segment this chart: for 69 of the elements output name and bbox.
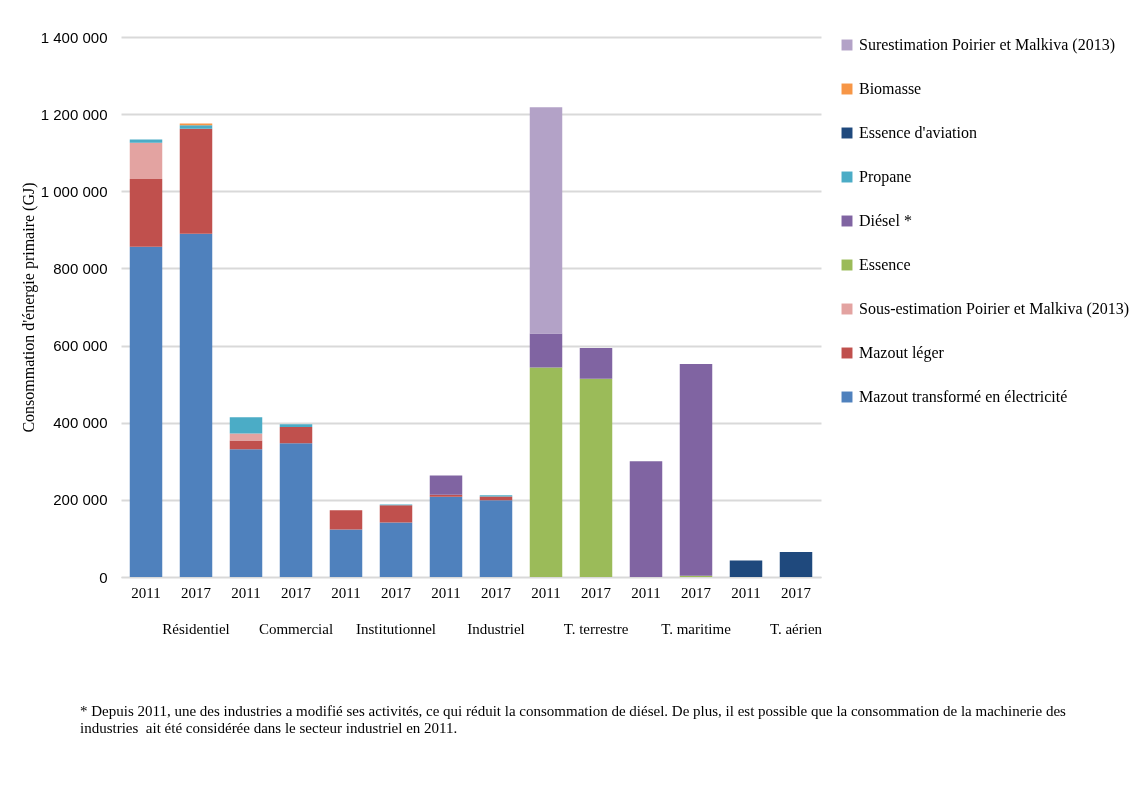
- legend-label: Mazout transformé en électricité: [859, 388, 1068, 405]
- y-tick-label: 1 000 000: [40, 182, 108, 200]
- bar: [529, 107, 563, 334]
- bar: [279, 443, 313, 577]
- y-tick-label: 200 000: [53, 491, 108, 509]
- x-tick-label: 2017: [181, 584, 212, 601]
- bar: [179, 128, 213, 234]
- legend-label: Mazout léger: [859, 344, 945, 362]
- bar: [529, 333, 563, 368]
- text: T. aérien: [769, 621, 823, 637]
- bar: [229, 417, 263, 434]
- legend-label: Sous-estimation Poirier et Malkiva (2013): [859, 300, 1130, 318]
- text: Commercial: [258, 621, 334, 637]
- legend-label: Diésel *: [859, 212, 912, 229]
- x-tick-label: 2017: [781, 584, 812, 601]
- bar: [279, 424, 313, 427]
- x-tick-label: 2011: [431, 584, 461, 601]
- bar: [429, 496, 463, 577]
- bar: [529, 367, 563, 577]
- y-axis-title: Consommation d'énergie primaire (GJ): [19, 182, 38, 433]
- text: Institutionnel: [356, 621, 436, 637]
- bar: [379, 522, 413, 577]
- bar: [479, 496, 513, 501]
- bar: [329, 529, 363, 577]
- legend-label: Surestimation Poirier et Malkiva (2013): [859, 36, 1115, 54]
- text: Industriel: [467, 621, 525, 637]
- bar: [779, 551, 813, 577]
- y-tick-label: 600 000: [53, 337, 108, 355]
- bar: [329, 510, 363, 530]
- bar: [129, 178, 163, 247]
- y-tick-label: 0: [99, 568, 108, 586]
- x-tick-label: 2011: [531, 584, 561, 601]
- x-tick-label: 2017: [681, 584, 712, 601]
- x-tick-label: 2011: [731, 584, 761, 601]
- bar: [229, 449, 263, 577]
- text: T. terrestre: [563, 621, 629, 637]
- x-tick-label: 2017: [381, 584, 412, 601]
- bar: [429, 475, 463, 495]
- x-tick-label: 2017: [481, 584, 512, 601]
- y-tick-label: 1 400 000: [40, 28, 108, 46]
- y-tick-label: 400 000: [53, 414, 108, 432]
- x-tick-label: 2011: [631, 584, 661, 601]
- bar: [579, 378, 613, 577]
- legend-label: Essence d'aviation: [859, 124, 977, 141]
- x-tick-label: 2011: [131, 584, 161, 601]
- bar: [579, 347, 613, 379]
- text: * Depuis 2011, une des industries a modifié ses activités, ce qui réduit la consommation de diésel. De plus, il est possible que la consommation de la machinerie des industries ait été considérée dans le secteur industriel en 2011.: [80, 703, 1067, 737]
- text: Résidentiel: [162, 621, 230, 637]
- bar: [729, 560, 763, 577]
- y-tick-label: 800 000: [53, 259, 108, 277]
- legend-label: Biomasse: [859, 80, 922, 97]
- bar: [379, 505, 413, 523]
- text: T. maritime: [661, 621, 732, 637]
- bar: [479, 500, 513, 577]
- x-tick-label: 2017: [281, 584, 312, 601]
- x-tick-label: 2011: [231, 584, 261, 601]
- bar: [229, 440, 263, 450]
- bar: [129, 142, 163, 179]
- bar: [129, 246, 163, 577]
- bar: [179, 233, 213, 577]
- legend-label: Propane: [859, 168, 912, 186]
- bar: [129, 139, 163, 143]
- bar: [679, 364, 713, 576]
- x-tick-label: 2017: [581, 584, 612, 601]
- legend-label: Essence: [859, 256, 911, 273]
- x-tick-label: 2011: [331, 584, 361, 601]
- y-tick-label: 1 200 000: [40, 105, 108, 123]
- bar: [629, 461, 663, 577]
- bar: [279, 426, 313, 444]
